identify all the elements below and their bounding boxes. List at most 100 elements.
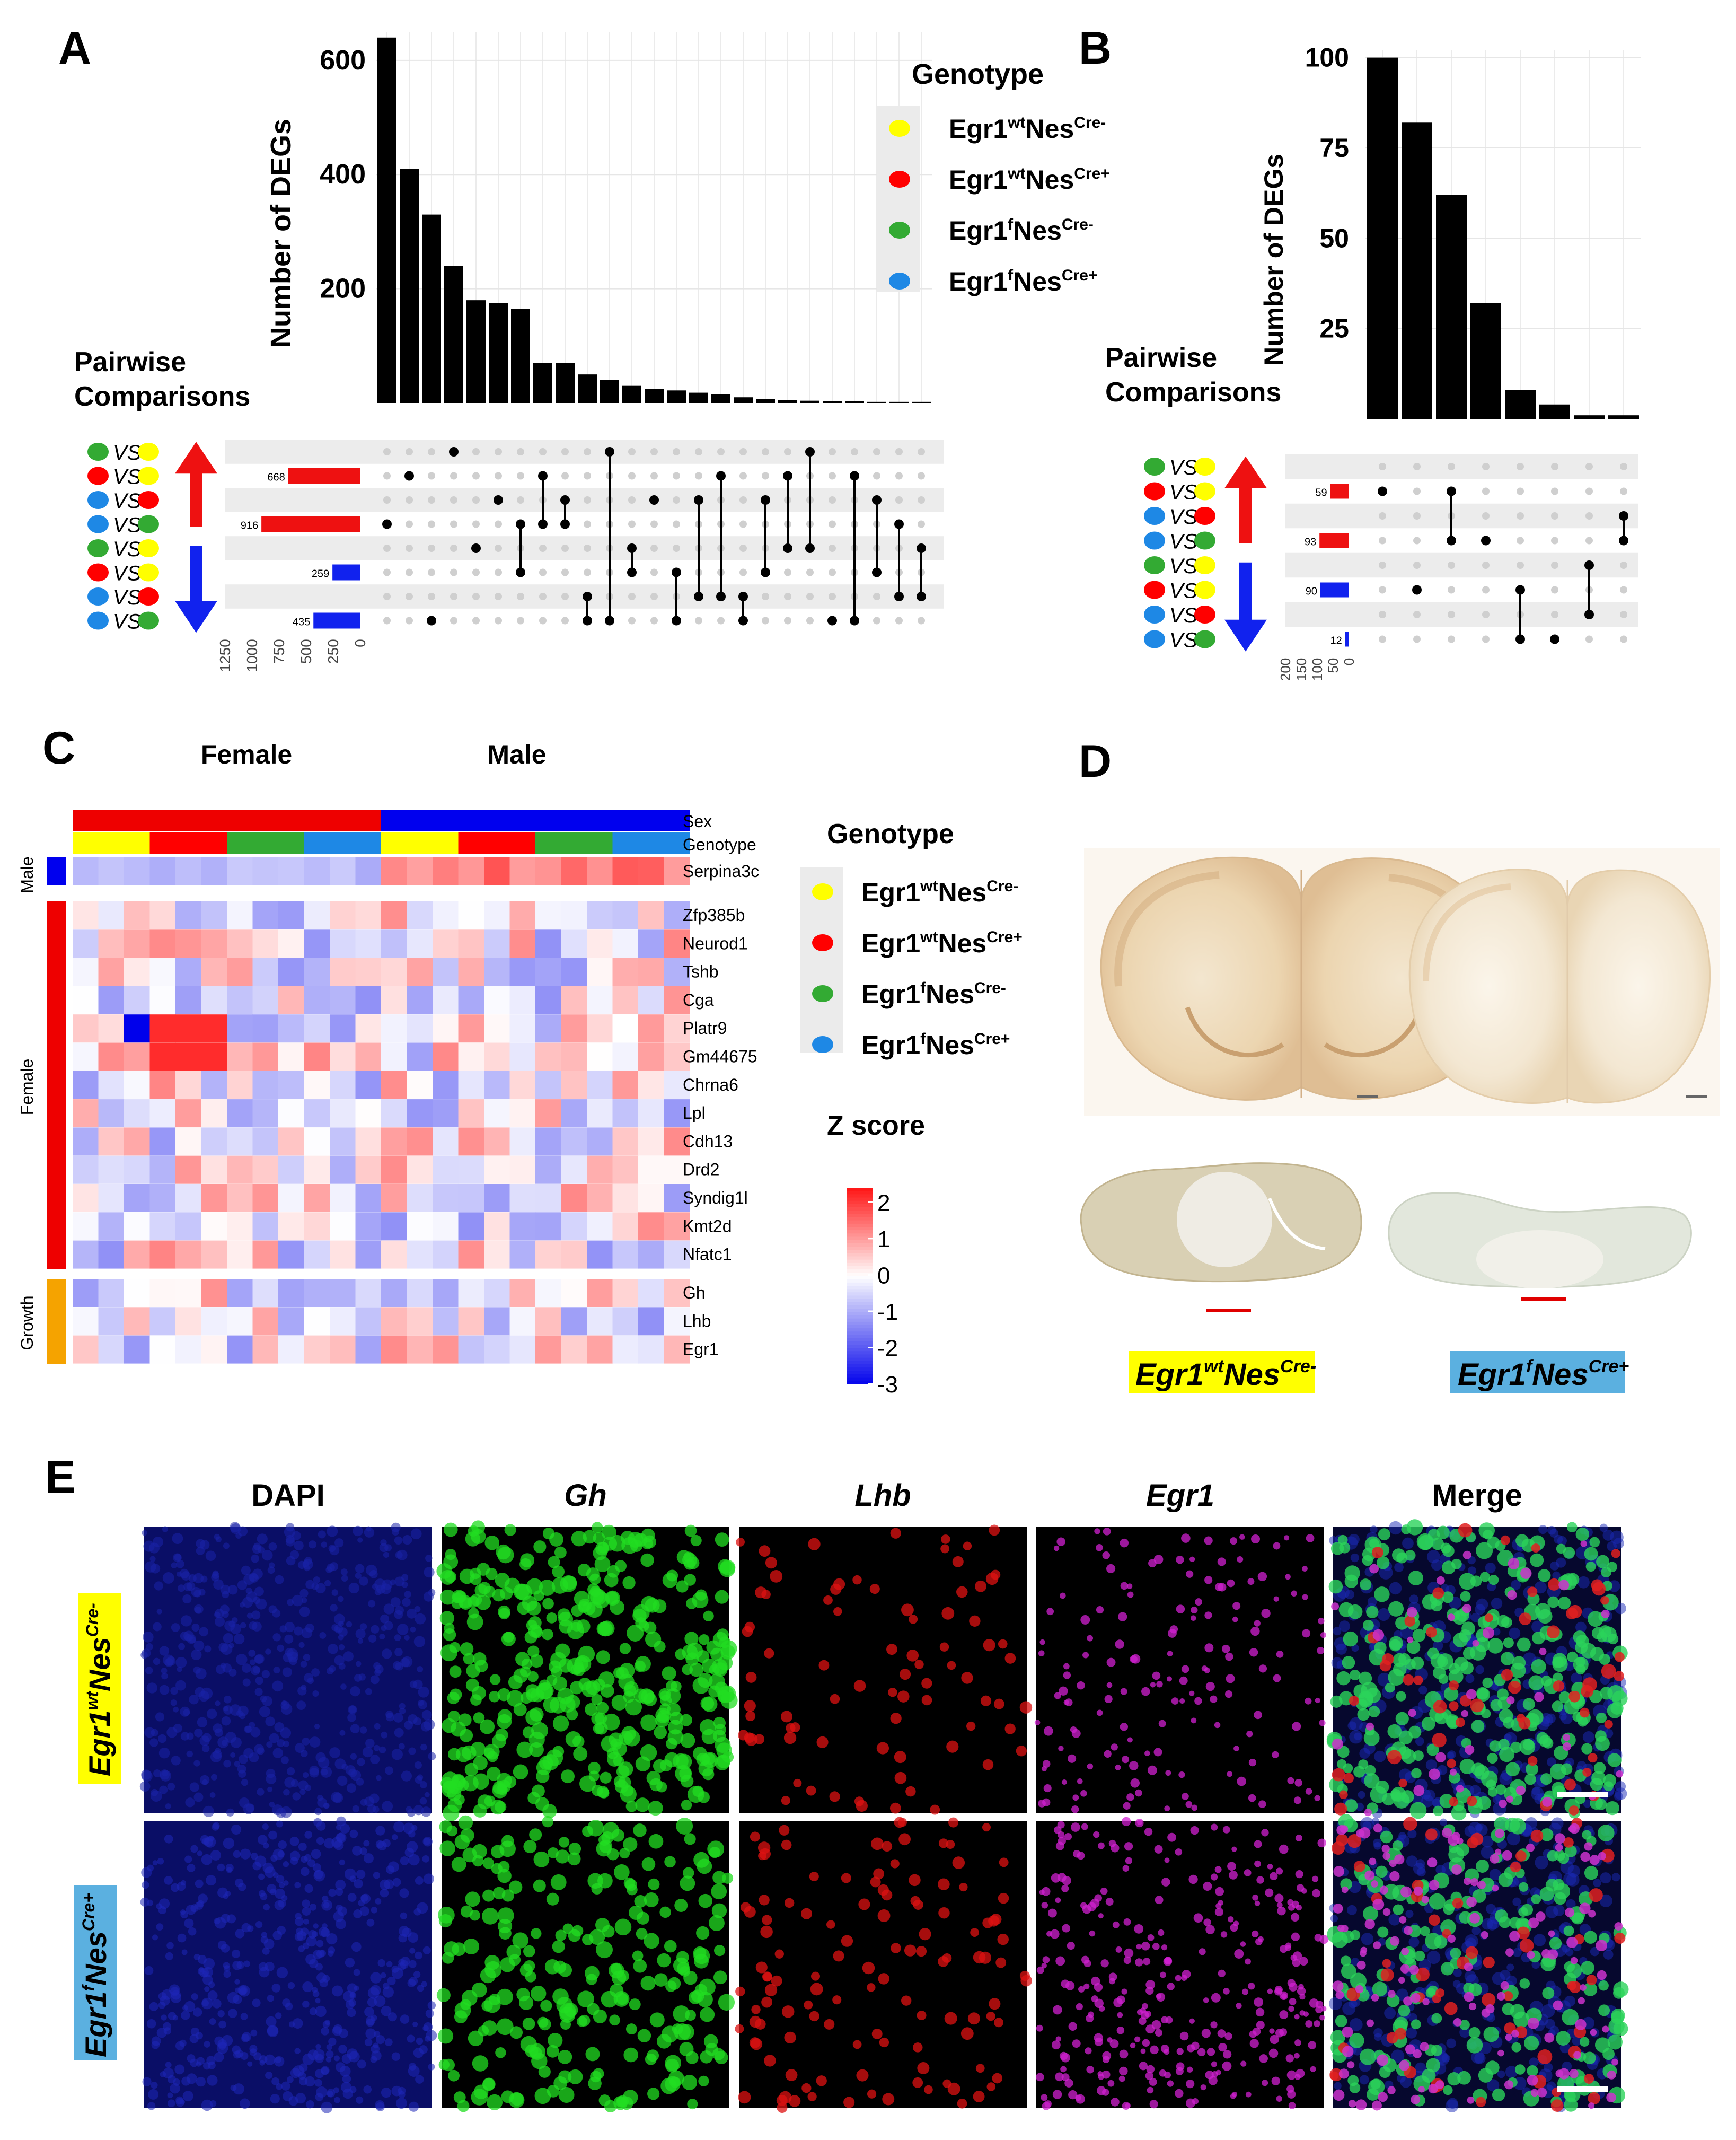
nucleus-dapi [373, 1744, 380, 1751]
fluorescent-cell [472, 1844, 487, 1859]
merge-gh [1350, 1669, 1361, 1681]
matrix-dot-empty [1482, 562, 1490, 569]
merge-lhb [1582, 1768, 1592, 1777]
fluorescent-cell [1265, 1888, 1274, 1897]
heatmap-cell [587, 929, 613, 958]
heatmap-cell [175, 958, 201, 986]
fluorescent-cell [1111, 1743, 1118, 1751]
pituitary-section-left [1080, 1162, 1362, 1312]
panel-b-comparisons-title-1: Pairwise [1105, 343, 1217, 373]
fluorescent-cell [558, 2049, 572, 2064]
heatmap-cell [587, 1279, 613, 1307]
heatmap-cell [458, 901, 484, 929]
merge-lhb [1546, 1625, 1560, 1639]
fluorescent-cell [636, 1928, 648, 1940]
set-size-tick: 750 [271, 639, 287, 664]
heatmap-cell [484, 901, 510, 929]
merge-egr1 [1420, 2042, 1429, 2051]
heatmap-cell [458, 1042, 484, 1071]
colorbar-tick-label: 1 [877, 1226, 890, 1252]
fluorescent-cell [829, 1791, 840, 1802]
fluorescent-cell [1255, 2007, 1265, 2017]
fluorescent-cell [1215, 1887, 1224, 1896]
heatmap-cell [73, 1307, 99, 1336]
fluorescent-cell [1270, 2034, 1279, 2045]
fluorescent-cell [1246, 1731, 1253, 1738]
fluorescent-cell [690, 1534, 702, 1547]
nucleus-dapi [375, 1826, 385, 1836]
comparison-vs: VS [113, 562, 142, 585]
fluorescent-cell [497, 1688, 510, 1702]
merge-lhb [1447, 1759, 1456, 1768]
fluorescent-cell [553, 2076, 568, 2090]
fluorescent-cell [745, 1711, 756, 1721]
nucleus-dapi [193, 1666, 201, 1674]
fluorescent-cell [644, 1892, 659, 1907]
legend-dot-1 [812, 934, 833, 951]
colorbar-segment [847, 1276, 873, 1280]
panel-b-label: B [1079, 23, 1112, 74]
fluorescent-cell [557, 1688, 574, 1704]
heatmap-cell [484, 986, 510, 1014]
fluorescent-cell [735, 1986, 745, 1997]
fluorescent-cell [1199, 1948, 1206, 1955]
matrix-stripe [1285, 552, 1638, 578]
nucleus-dapi [392, 1834, 398, 1840]
nucleus-dapi [353, 1909, 362, 1918]
nucleus-dapi [300, 1867, 310, 1876]
nucleus-dapi [275, 2012, 282, 2019]
merge-egr1 [1333, 1866, 1345, 1877]
merge-egr1 [1555, 2069, 1563, 2077]
merge-gh [1359, 2048, 1376, 2065]
legend-label-base: Egr1 [949, 114, 1008, 144]
fluorescent-cell [1285, 1944, 1291, 1951]
gene-label: Serpina3c [683, 862, 759, 881]
matrix-dot-filled [872, 567, 882, 577]
nucleus-dapi [262, 1823, 269, 1830]
merge-gh [1396, 1691, 1406, 1702]
fluorescent-cell [622, 1576, 636, 1590]
nucleus-dapi [409, 1948, 416, 1954]
fluorescent-cell [633, 1959, 647, 1973]
fluorescent-cell [700, 2007, 715, 2022]
heatmap-cell [149, 986, 176, 1014]
nucleus-dapi [171, 1756, 181, 1766]
heatmap-cell [98, 958, 125, 986]
fluorescent-cell [451, 1857, 466, 1872]
nucleus-dapi [210, 1774, 218, 1781]
nucleus-dapi [151, 1729, 158, 1736]
merge-egr1 [1398, 1977, 1405, 1984]
nucleus-dapi [294, 2048, 301, 2054]
nucleus-dapi [372, 1805, 380, 1813]
matrix-dot-empty [561, 593, 569, 600]
matrix-dot-empty [1620, 463, 1627, 470]
fluorescent-cell [1164, 1805, 1170, 1812]
fluorescent-cell [680, 1774, 694, 1788]
fluorescent-cell [443, 1522, 458, 1537]
heatmap-cell [304, 1279, 330, 1307]
heatmap-cell [98, 901, 125, 929]
fluorescent-cell [571, 1531, 587, 1547]
nucleus-dapi [272, 1680, 284, 1692]
nucleus-dapi [232, 1960, 242, 1970]
merge-dapi [1408, 1936, 1420, 1948]
nucleus-dapi [236, 1710, 243, 1717]
merge-lhb [1404, 1616, 1415, 1627]
merge-gh [1387, 1724, 1402, 1739]
matrix-dot-empty [450, 496, 457, 504]
merge-gh [1552, 1672, 1563, 1683]
matrix-dot-empty [472, 520, 480, 528]
panel-d: D [1079, 736, 1720, 1393]
fluorescent-cell [1158, 1720, 1166, 1727]
heatmap-annotation-sex: Sex [683, 812, 712, 831]
merge-egr1 [1462, 1550, 1471, 1559]
merge-egr1 [1399, 1916, 1407, 1924]
fluorescent-cell [616, 1970, 629, 1983]
heatmap-cell [201, 1279, 227, 1307]
matrix-dot-empty [495, 617, 502, 625]
merge-lhb [1569, 1981, 1581, 1993]
nucleus-dapi [290, 1857, 298, 1865]
merge-gh [1400, 1790, 1414, 1803]
heatmap-cell [587, 1099, 613, 1128]
fluorescent-cell [1288, 2005, 1294, 2012]
